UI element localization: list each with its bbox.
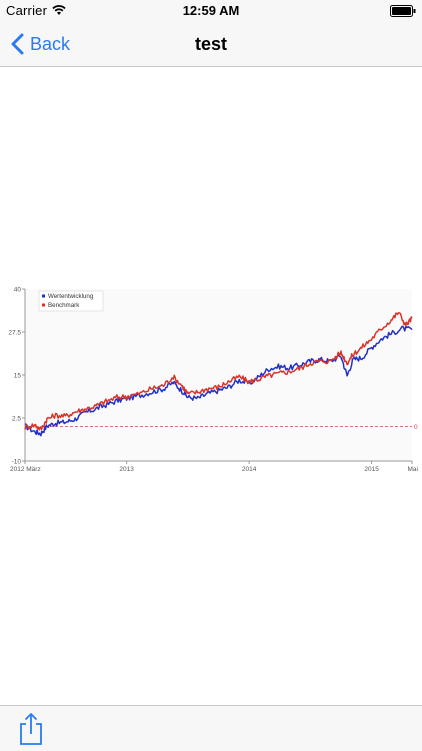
- y-tick-label: 2.5: [12, 416, 21, 423]
- y-tick-label: 40: [14, 287, 22, 294]
- legend-marker: [42, 294, 45, 298]
- x-tick-label: 2015: [364, 466, 379, 473]
- back-button-label: Back: [30, 33, 71, 54]
- x-tick-label: Mai: [408, 466, 418, 473]
- x-tick-label: 2012 März: [10, 466, 41, 473]
- x-tick-label: 2013: [119, 466, 134, 473]
- bottom-toolbar: [0, 705, 422, 751]
- battery-icon: [390, 5, 416, 17]
- legend-entry: Benchmark: [48, 302, 80, 309]
- chevron-left-icon: [11, 33, 24, 55]
- legend-box: [38, 290, 104, 312]
- share-icon[interactable]: [16, 712, 46, 746]
- carrier-label: Carrier: [6, 3, 48, 18]
- chart-container: 40 27.5 15 2.5 -10 2012 März 2013 2014 2015 Mai 0 W…: [0, 281, 422, 474]
- wifi-icon: [52, 5, 66, 15]
- back-button[interactable]: Back: [10, 22, 70, 66]
- navigation-bar: Back test: [0, 22, 422, 67]
- y-tick-label: 27.5: [8, 330, 21, 337]
- legend-entry: Wertentwicklung: [48, 293, 94, 300]
- y-tick-label: 15: [14, 373, 22, 380]
- x-tick-label: 2014: [242, 466, 257, 473]
- status-bar: Carrier 12:59 AM: [0, 0, 422, 22]
- y-tick-label: -10: [12, 459, 22, 466]
- series-line-benchmark: [24, 312, 413, 431]
- legend-marker: [42, 303, 45, 307]
- clock-time: 12:59 AM: [182, 3, 240, 18]
- plot-background: [25, 289, 412, 461]
- series-line-wertentwicklung: [24, 325, 413, 437]
- zero-reference-label: 0: [414, 424, 418, 431]
- content-area: 40 27.5 15 2.5 -10 2012 März 2013 2014 2015 Mai 0 W…: [0, 67, 422, 705]
